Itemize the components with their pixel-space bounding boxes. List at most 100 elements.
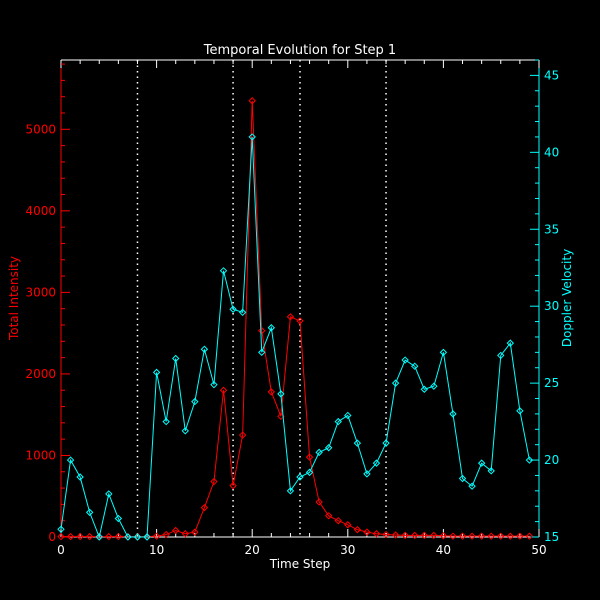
velocity-point: [353, 439, 362, 447]
velocity-point: [372, 459, 381, 467]
intensity-point: [401, 531, 409, 540]
velocity-point: [363, 470, 371, 478]
intensity-point: [305, 453, 314, 461]
intensity-point: [200, 503, 209, 512]
velocity-point: [401, 356, 409, 364]
velocity-point: [487, 467, 495, 475]
velocity-point: [124, 533, 132, 541]
velocity-point: [420, 385, 428, 393]
velocity-point: [210, 380, 218, 389]
velocity-point: [238, 308, 247, 317]
intensity-point: [191, 528, 199, 536]
velocity-point: [229, 305, 237, 313]
intensity-point: [219, 386, 228, 394]
intensity-point: [487, 532, 495, 540]
intensity-point: [344, 521, 352, 529]
velocity-point: [248, 133, 256, 141]
y-tick-label-right: 45: [544, 68, 559, 82]
velocity-point: [191, 397, 199, 406]
velocity-point: [477, 459, 486, 467]
velocity-point: [143, 533, 151, 541]
y-axis-label-intensity: Total Intensity: [7, 256, 21, 341]
velocity-point: [181, 427, 189, 435]
intensity-point: [57, 532, 65, 541]
y-tick-label-left: 1000: [25, 448, 56, 462]
x-tick-label: 10: [149, 543, 164, 557]
velocity-point: [516, 407, 524, 415]
x-tick-label: 0: [57, 543, 65, 557]
intensity-point: [411, 531, 419, 540]
y-tick-label-right: 20: [544, 453, 559, 467]
velocity-point: [411, 362, 419, 370]
intensity-point: [477, 532, 486, 540]
velocity-point: [449, 410, 457, 418]
intensity-point: [162, 530, 170, 539]
plot-area: 0 10 20 30 40 50 0 1000 2000 3000 4000 5000 15 20 25 30…: [25, 59, 559, 557]
velocity-point: [162, 417, 170, 426]
intensity-point: [296, 317, 304, 325]
intensity-point: [229, 481, 237, 490]
y-axis-label-velocity: Doppler Velocity: [560, 249, 574, 347]
velocity-point: [57, 525, 65, 534]
velocity-series-line: [60, 136, 530, 539]
intensity-point: [525, 532, 534, 540]
velocity-point: [85, 508, 94, 517]
velocity-point: [267, 324, 276, 332]
intensity-point: [506, 532, 515, 540]
intensity-point: [267, 388, 276, 396]
intensity-point: [334, 516, 342, 525]
x-axis-label: Time Step: [269, 557, 331, 571]
y-tick-label-left: 0: [48, 530, 56, 544]
intensity-point: [210, 477, 218, 486]
velocity-point: [105, 490, 113, 498]
velocity-point: [172, 354, 180, 363]
y-tick-label-left: 4000: [25, 204, 56, 218]
velocity-point: [76, 473, 84, 481]
intensity-point: [76, 532, 84, 541]
intensity-point: [258, 327, 266, 335]
velocity-point: [152, 368, 161, 377]
intensity-point: [85, 532, 94, 541]
velocity-point: [296, 473, 304, 481]
intensity-point: [497, 532, 505, 540]
velocity-point: [114, 514, 123, 523]
velocity-point: [305, 468, 314, 477]
intensity-point: [420, 531, 428, 540]
intensity-point: [382, 530, 390, 539]
y-tick-label-left: 3000: [25, 285, 56, 299]
intensity-point: [458, 532, 467, 540]
y-tick-label-right: 30: [544, 299, 559, 313]
intensity-point: [181, 530, 189, 538]
velocity-point: [439, 348, 448, 357]
velocity-point: [430, 382, 438, 390]
intensity-point: [439, 532, 448, 540]
velocity-point: [258, 348, 266, 357]
intensity-point: [105, 532, 113, 541]
velocity-point: [506, 339, 515, 347]
y-tick-label-left: 2000: [25, 367, 56, 381]
intensity-point: [516, 532, 524, 540]
y-tick-label-right: 35: [544, 222, 559, 236]
x-tick-label: 50: [531, 543, 546, 557]
intensity-point: [353, 525, 362, 534]
y-tick-label-right: 25: [544, 376, 559, 390]
velocity-point: [315, 448, 323, 457]
intensity-point: [363, 528, 371, 536]
x-tick-label: 30: [340, 543, 355, 557]
velocity-point: [286, 487, 295, 495]
velocity-point: [324, 444, 333, 452]
chart-title: Temporal Evolution for Step 1: [203, 43, 396, 58]
velocity-point: [277, 390, 285, 398]
intensity-point: [114, 532, 123, 541]
intensity-point: [238, 431, 247, 439]
velocity-point: [133, 533, 142, 541]
velocity-point: [458, 474, 467, 483]
velocity-point: [344, 411, 352, 420]
intensity-point: [372, 530, 381, 538]
velocity-point: [219, 267, 228, 275]
velocity-point: [525, 456, 534, 464]
intensity-point: [468, 532, 476, 540]
velocity-point: [468, 482, 476, 490]
y-tick-label-left: 5000: [25, 122, 56, 136]
